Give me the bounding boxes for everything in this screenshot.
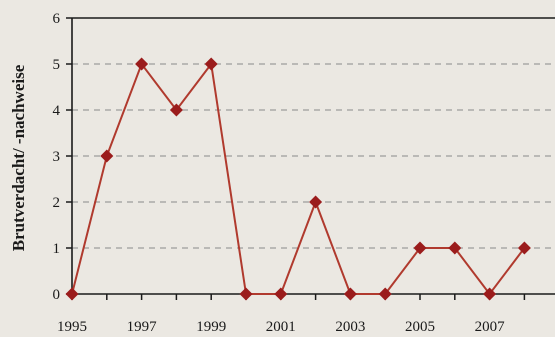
y-tick-label-2: 2: [53, 195, 61, 211]
x-tick-label-1997: 1997: [127, 319, 158, 335]
x-tick-label-2005: 2005: [405, 319, 435, 335]
data-point-2002: [309, 195, 323, 209]
x-tick-label-1995: 1995: [57, 319, 87, 335]
series: [65, 57, 531, 301]
data-point-2003: [343, 287, 357, 301]
series-line: [71, 61, 526, 296]
x-tick-label-2001: 2001: [266, 319, 296, 335]
data-point-2006: [448, 241, 462, 255]
data-point-1998: [169, 103, 183, 117]
data-point-2004: [378, 287, 392, 301]
tick-labels: 0 1 2 3 4 5 6 1995 1997 1999 2001 2003 2005 2007: [53, 11, 506, 335]
y-tick-label-3: 3: [53, 149, 61, 165]
data-point-1996: [100, 149, 114, 163]
data-point-1995: [65, 287, 79, 301]
x-tick-label-2007: 2007: [475, 319, 506, 335]
data-point-2001: [274, 287, 288, 301]
data-point-2008: [517, 241, 531, 255]
y-axis-title: Brutverdacht/ -nachweise: [9, 64, 28, 251]
y-tick-label-5: 5: [53, 57, 61, 73]
y-tick-label-1: 1: [53, 241, 61, 257]
gridlines: [72, 63, 555, 249]
y-tick-label-4: 4: [53, 103, 61, 119]
data-point-2007: [483, 287, 497, 301]
data-point-2000: [239, 287, 253, 301]
data-point-1999: [204, 57, 218, 71]
y-tick-label-0: 0: [53, 287, 61, 303]
x-tick-label-2003: 2003: [335, 319, 365, 335]
data-point-2005: [413, 241, 427, 255]
x-tick-label-1999: 1999: [196, 319, 226, 335]
y-tick-label-6: 6: [53, 11, 61, 27]
data-point-1997: [135, 57, 149, 71]
